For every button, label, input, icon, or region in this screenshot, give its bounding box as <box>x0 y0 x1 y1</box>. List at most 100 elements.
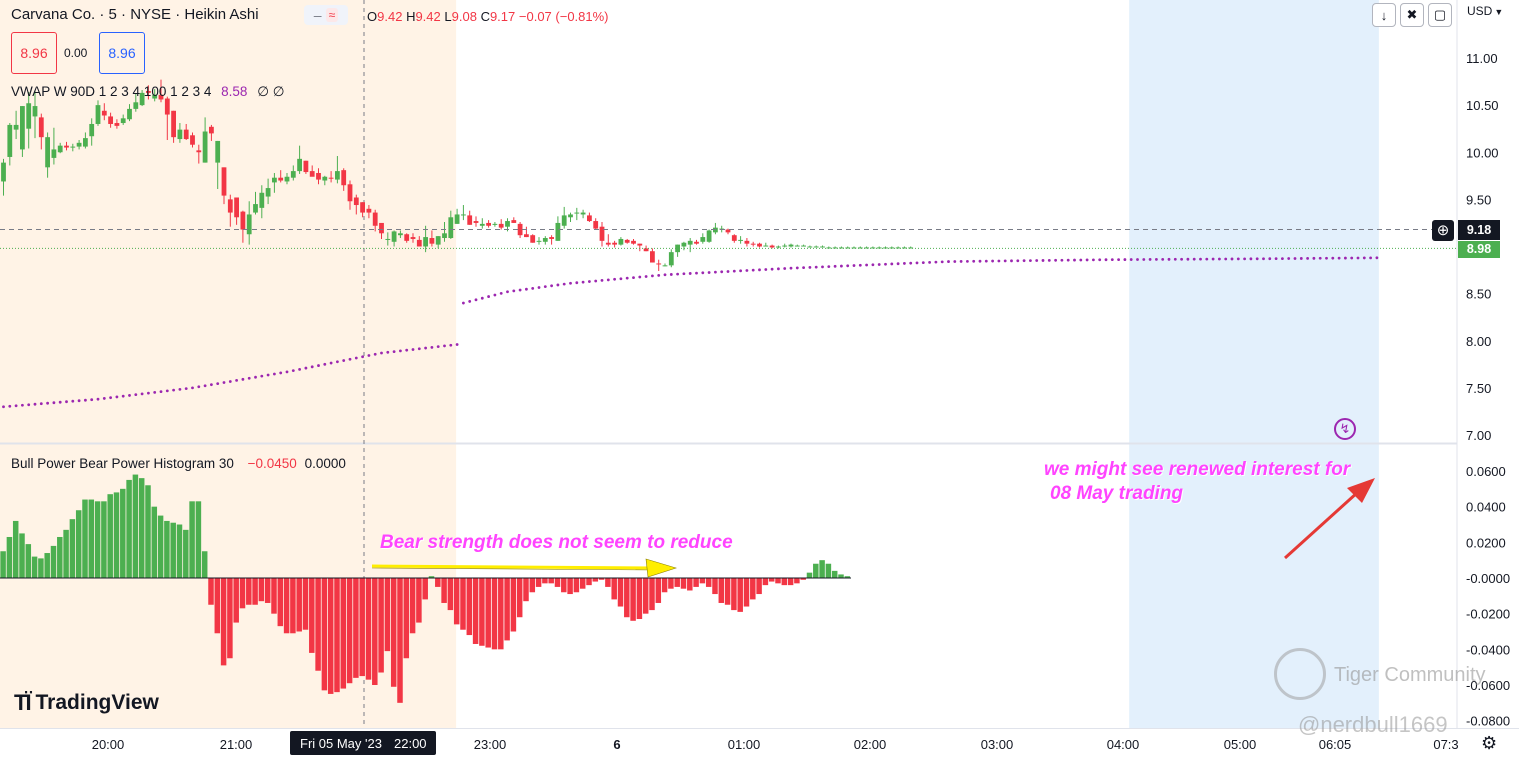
vwap-point <box>972 259 976 263</box>
candle-body <box>139 92 145 106</box>
histogram-tick-label: -0.0600 <box>1466 678 1510 693</box>
histogram-bar <box>687 578 693 591</box>
histogram-bar <box>201 551 208 578</box>
histogram-bar <box>183 529 189 578</box>
histogram-bar <box>346 578 353 684</box>
histogram-tick-label: -0.0200 <box>1466 607 1510 622</box>
histogram-bar <box>630 578 636 621</box>
maximize-button[interactable]: ▢ <box>1428 3 1452 27</box>
vwap-point <box>1003 259 1007 263</box>
candle-body <box>839 247 844 249</box>
vwap-point <box>808 265 812 269</box>
histogram-bar <box>113 492 120 578</box>
buy-button[interactable]: 8.96 <box>99 32 145 74</box>
vwap-point <box>462 301 465 305</box>
add-alert-button[interactable]: ⊕ <box>1432 220 1454 241</box>
candle-body <box>158 94 164 100</box>
vwap-point <box>1268 257 1272 261</box>
candle-body <box>133 102 139 109</box>
time-tick-label: 21:00 <box>220 737 253 752</box>
histogram-bar <box>447 578 454 611</box>
histogram-bar <box>101 501 107 578</box>
time-tick-label: 04:00 <box>1107 737 1140 752</box>
current-price-label: 9.18 <box>1458 220 1500 240</box>
scroll-down-button[interactable]: ↓ <box>1372 3 1396 27</box>
histogram-bar <box>516 578 523 618</box>
time-tick-label: 02:00 <box>854 737 887 752</box>
vwap-point <box>959 260 963 263</box>
vwap-point <box>657 273 661 277</box>
vwap-point <box>159 390 163 394</box>
vwap-point <box>417 347 421 351</box>
histogram-bar <box>768 578 775 582</box>
tradingview-logo[interactable]: ТЇ TradingView <box>14 690 159 716</box>
histogram-bar <box>107 494 113 578</box>
collapse-button[interactable]: ✖ <box>1400 3 1424 27</box>
candle-body <box>473 221 479 223</box>
candle-body <box>335 171 340 180</box>
histogram-tick-label: -0.0000 <box>1466 571 1510 586</box>
candle-body <box>568 214 573 218</box>
vwap-point <box>676 272 679 276</box>
vwap-point <box>1148 258 1152 261</box>
gear-icon[interactable]: ⚙ <box>1481 733 1498 753</box>
legend-toggle[interactable]: – ≈ <box>304 5 348 25</box>
vwap-point <box>1192 257 1196 261</box>
vwap-point <box>455 343 459 346</box>
vwap-point <box>499 291 503 295</box>
histogram-bar <box>825 563 832 578</box>
candle-body <box>303 160 309 173</box>
vwap-point <box>1161 257 1165 261</box>
annotation-renewed-line2: 08 May trading <box>1050 483 1184 504</box>
histogram-bar <box>819 560 825 578</box>
histogram-legend[interactable]: Bull Power Bear Power Histogram 30 −0.04… <box>11 456 346 471</box>
candle-body <box>57 145 63 153</box>
lightning-icon[interactable]: ↯ <box>1334 418 1356 440</box>
vwap-point <box>928 260 931 264</box>
histogram-bar <box>435 578 441 587</box>
candles[interactable] <box>1 79 914 272</box>
price-tick-label: 11.00 <box>1466 51 1498 66</box>
vwap-point <box>14 404 18 408</box>
vwap-point <box>1274 257 1278 261</box>
vwap-point <box>1205 257 1209 261</box>
histogram-bar <box>277 578 284 627</box>
vwap-point <box>947 260 950 263</box>
vwap-point <box>430 345 434 349</box>
candle-body <box>89 123 95 137</box>
histogram-bars[interactable] <box>0 474 851 703</box>
vwap-point <box>405 348 409 352</box>
vwap-point <box>745 269 749 272</box>
vwap-point <box>235 378 239 382</box>
vwap-point <box>109 396 112 400</box>
histogram-bar <box>705 578 712 587</box>
candle-body <box>662 265 668 267</box>
axes[interactable]: 11.0010.5010.009.509.008.508.007.507.000… <box>92 51 1510 755</box>
vwap-point <box>852 264 856 267</box>
vwap-point <box>354 356 358 360</box>
candle-body <box>605 242 611 245</box>
vwap-point <box>1066 258 1070 262</box>
price-tick-label: 8.50 <box>1466 287 1491 302</box>
histogram-value: −0.0450 <box>247 456 297 471</box>
vwap-point <box>386 350 390 354</box>
candle-body <box>687 240 693 245</box>
histogram-bar <box>246 578 252 605</box>
vwap-point <box>827 265 831 268</box>
currency-selector[interactable]: USD ▼ <box>1467 4 1503 18</box>
vwap-point <box>1211 257 1215 261</box>
change-value: −0.07 (−0.81%) <box>518 9 609 24</box>
symbol-title[interactable]: Carvana Co. · 5 · NYSE · Heikin Ashi <box>11 6 259 23</box>
candle-body <box>599 226 605 241</box>
candle-body <box>372 212 378 226</box>
vwap-legend[interactable]: VWAP W 90D 1 2 3 4 100 1 2 3 4 8.58 ∅ ∅ <box>11 84 284 100</box>
sell-button[interactable]: 8.96 <box>11 32 57 74</box>
vwap-point <box>424 346 427 350</box>
histogram-bar <box>132 474 139 578</box>
histogram-bar <box>126 479 132 578</box>
vwap-point <box>298 367 301 371</box>
vwap-point <box>153 390 157 394</box>
histogram-bar <box>831 570 838 578</box>
vwap-point <box>33 402 37 406</box>
